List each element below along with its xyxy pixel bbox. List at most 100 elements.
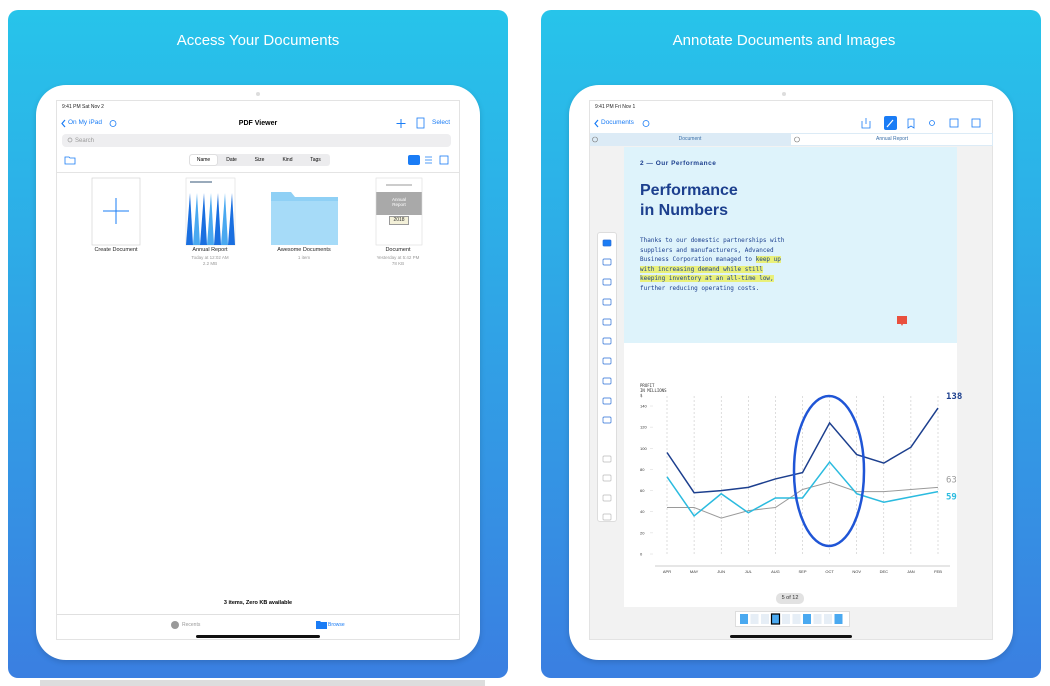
tool-icon xyxy=(602,474,612,482)
item-name[interactable]: Create Document xyxy=(94,247,138,253)
y-tick-label: 60 xyxy=(640,488,645,493)
sort-tab[interactable]: Tags xyxy=(310,157,321,163)
chevron xyxy=(61,119,66,128)
page-thumb xyxy=(761,614,769,624)
status-bar: 9:41 PM Sat Nov 2 xyxy=(62,104,104,110)
body-text: Thanks to our domestic partnerships with… xyxy=(640,236,790,294)
x-tick-label: JAN xyxy=(907,569,915,574)
camera xyxy=(256,92,260,96)
list-view-icon xyxy=(425,156,432,164)
tool-icon xyxy=(602,494,612,502)
page-thumb xyxy=(803,614,811,624)
new-folder-icon xyxy=(64,156,76,165)
x-tick-label: JUL xyxy=(745,569,753,574)
tab-bar-line xyxy=(57,614,459,615)
sort-control xyxy=(189,154,330,166)
search-icon xyxy=(67,137,73,143)
plus-icon xyxy=(103,198,129,224)
search-bar[interactable] xyxy=(62,134,451,147)
doc-tab[interactable] xyxy=(790,133,993,146)
sort-tab[interactable]: Kind xyxy=(282,157,293,163)
y-tick-label: 40 xyxy=(640,509,645,514)
item-meta: Yesterday at 5:42 PM xyxy=(376,255,420,260)
x-tick-label: APR xyxy=(663,569,671,574)
page-thumb xyxy=(750,614,759,624)
status-bar: 9:41 PM Fri Nov 1 xyxy=(595,104,636,110)
grid-view-icon xyxy=(408,155,420,165)
tool-icon xyxy=(602,298,612,306)
report-thumb-line xyxy=(190,181,212,183)
item-name[interactable]: Annual Report xyxy=(192,247,228,253)
caption: Annotate Documents and Images xyxy=(672,32,896,49)
home-indicator xyxy=(196,635,320,638)
y-tick-label: 140 xyxy=(640,404,647,409)
item-meta: 2.2 MB xyxy=(202,261,218,266)
nav-bar xyxy=(590,101,992,133)
search-placeholder: Search xyxy=(75,138,95,144)
tool-icon xyxy=(602,239,612,247)
body-text-run: Thanks to our domestic partnerships with… xyxy=(640,237,785,264)
end-label: 138 xyxy=(946,392,962,402)
section-label: 2 — Our Performance xyxy=(640,160,717,167)
axis-label: IN MILLIONS xyxy=(640,388,667,393)
report-thumb-shape xyxy=(200,193,207,245)
page-header-band xyxy=(624,147,957,343)
page-thumb xyxy=(834,614,843,624)
bookmark-icon xyxy=(907,118,915,129)
bottom-bar xyxy=(40,680,485,686)
y-tick-label: 0 xyxy=(640,552,643,557)
tool-icon xyxy=(602,513,612,521)
annotation-circle xyxy=(792,394,866,548)
comment-icon xyxy=(897,316,907,326)
x-tick-label: AUG xyxy=(771,569,780,574)
tool-icon xyxy=(602,357,612,365)
page-thumb xyxy=(792,614,801,624)
tab-browse[interactable]: Browse xyxy=(328,622,345,628)
doc-icon xyxy=(416,117,425,129)
tool-icon xyxy=(602,397,612,405)
item-name[interactable]: Awesome Documents xyxy=(277,247,331,253)
reader-icon xyxy=(949,118,959,128)
x-tick-label: JUN xyxy=(717,569,725,574)
page-pill xyxy=(776,593,804,604)
add-icon xyxy=(396,119,406,128)
series-line xyxy=(667,481,939,519)
page-indicator: 5 of 12 xyxy=(781,595,799,601)
tool-icon xyxy=(602,377,612,385)
sort-tab[interactable]: Date xyxy=(226,157,237,163)
browse-icon xyxy=(316,621,327,629)
thumb-title: Annual Report xyxy=(391,197,406,207)
document-thumb xyxy=(375,177,423,246)
caption: Access Your Documents xyxy=(176,32,340,49)
page-thumb xyxy=(824,614,832,624)
page-thumb xyxy=(813,614,822,624)
search-icon xyxy=(929,120,935,126)
heading: in Numbers xyxy=(640,202,729,219)
back-button[interactable]: Documents xyxy=(601,119,634,126)
tool-icon xyxy=(602,318,612,326)
page-thumb xyxy=(740,614,748,624)
item-meta: 1 item xyxy=(297,255,311,260)
back-button[interactable]: On My iPad xyxy=(68,119,102,126)
page-thumb xyxy=(782,614,790,624)
report-thumb-shape xyxy=(186,193,193,245)
end-label: 63 xyxy=(946,475,957,485)
tab-recents[interactable]: Recents xyxy=(182,622,201,628)
item-meta: 78 KB xyxy=(391,261,405,266)
item-name[interactable]: Document xyxy=(385,247,411,253)
x-tick-label: FEB xyxy=(934,569,942,574)
recents-icon xyxy=(171,621,179,629)
item-meta: Today at 12:02 AM xyxy=(191,255,229,260)
sort-tab[interactable]: Name xyxy=(190,155,217,165)
heading: Performance xyxy=(640,182,738,199)
axis-label: PROFIT xyxy=(640,383,655,388)
doc-tab-active[interactable] xyxy=(590,133,790,146)
folder-thumb-front xyxy=(271,201,338,245)
doc-tab-label: Document xyxy=(678,136,702,142)
tab-close xyxy=(794,136,800,143)
sort-tab[interactable]: Size xyxy=(254,157,265,163)
thumb-year-box xyxy=(389,216,409,225)
select-button[interactable]: Select xyxy=(432,119,451,126)
y-tick-label: 20 xyxy=(640,530,645,535)
